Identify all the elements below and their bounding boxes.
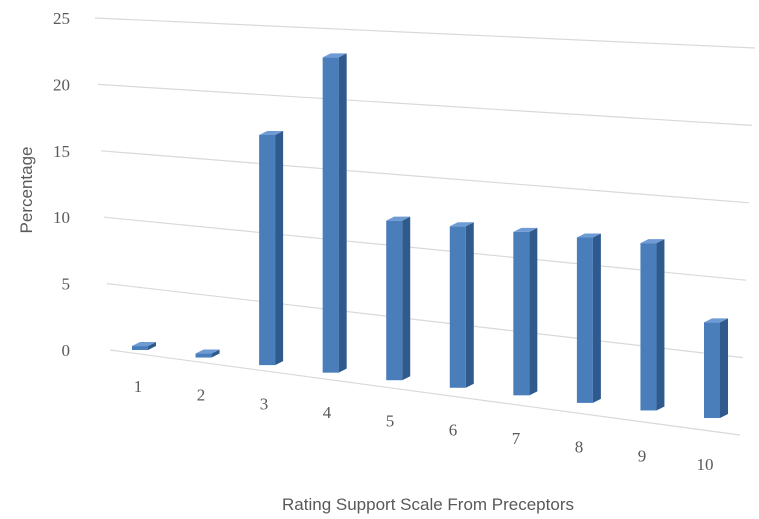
bar-8 [576,237,593,403]
y-axis-title: Percentage [17,147,36,234]
x-tick-label: 2 [197,386,206,405]
bar-2 [195,353,212,358]
x-tick-label: 4 [323,403,332,422]
y-tick-label: 25 [53,9,70,28]
bar-side-9 [656,239,665,411]
y-tick-label: 5 [62,275,71,294]
bar-top-4 [322,53,347,58]
bar-top-8 [576,233,601,238]
gridline [109,349,741,436]
bar-1 [132,346,148,350]
bar-side-10 [720,318,728,418]
bar-top-9 [640,239,665,244]
gridline [103,216,747,281]
x-axis-title: Rating Support Scale From Preceptors [282,495,574,514]
bar-side-7 [529,227,538,396]
x-tick-label: 8 [575,438,584,457]
bar-side-5 [402,216,411,381]
bar-3 [259,134,276,366]
y-tick-labels: 0 5 10 15 20 25 [53,9,70,360]
bar-side-2 [211,349,220,358]
bar-top-1 [132,342,156,347]
x-tick-label: 10 [697,455,714,474]
gridline [100,150,750,204]
bar-10 [704,322,720,418]
gridline [106,283,744,359]
bar-4 [322,57,339,373]
x-tick-label: 1 [134,377,143,396]
bar-top-2 [195,349,220,354]
x-tick-label: 7 [512,429,521,448]
bar-top-7 [513,227,538,232]
x-tick-label: 6 [449,420,458,439]
bar-side-6 [465,222,474,388]
bar-5 [386,220,403,381]
bar-side-8 [592,233,601,403]
y-tick-label: 15 [53,142,70,161]
gridlines [94,17,756,436]
y-tick-label: 20 [53,75,70,94]
x-tick-labels: 1 2 3 4 5 6 7 8 9 10 [134,377,714,474]
y-tick-label: 10 [53,208,70,227]
gridline [94,17,756,49]
bar-7 [513,231,530,396]
bar-side-1 [148,342,156,350]
x-tick-label: 5 [386,412,395,431]
bars [132,53,728,418]
x-tick-label: 9 [638,446,647,465]
bar-6 [449,226,466,388]
bar-side-4 [338,53,347,373]
bar-9 [640,243,657,411]
bar-top-6 [449,222,474,227]
y-tick-label: 0 [62,341,71,360]
bar-top-10 [704,318,728,323]
bar-top-3 [259,130,284,135]
gridline [97,83,753,126]
x-tick-label: 3 [260,394,269,413]
bar-top-5 [386,216,411,221]
bar-side-3 [275,130,284,366]
